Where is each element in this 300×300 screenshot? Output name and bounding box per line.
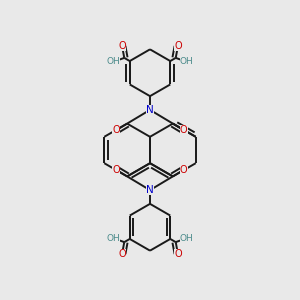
Text: OH: OH: [106, 57, 120, 66]
Text: O: O: [112, 165, 120, 175]
Text: OH: OH: [106, 234, 120, 243]
Text: O: O: [118, 248, 126, 259]
Text: O: O: [180, 125, 188, 135]
Text: OH: OH: [180, 234, 194, 243]
Text: O: O: [174, 248, 182, 259]
Text: O: O: [180, 165, 188, 175]
Text: O: O: [174, 41, 182, 52]
Text: N: N: [146, 185, 154, 195]
Text: O: O: [118, 41, 126, 52]
Text: OH: OH: [180, 57, 194, 66]
Text: N: N: [146, 105, 154, 115]
Text: O: O: [112, 125, 120, 135]
